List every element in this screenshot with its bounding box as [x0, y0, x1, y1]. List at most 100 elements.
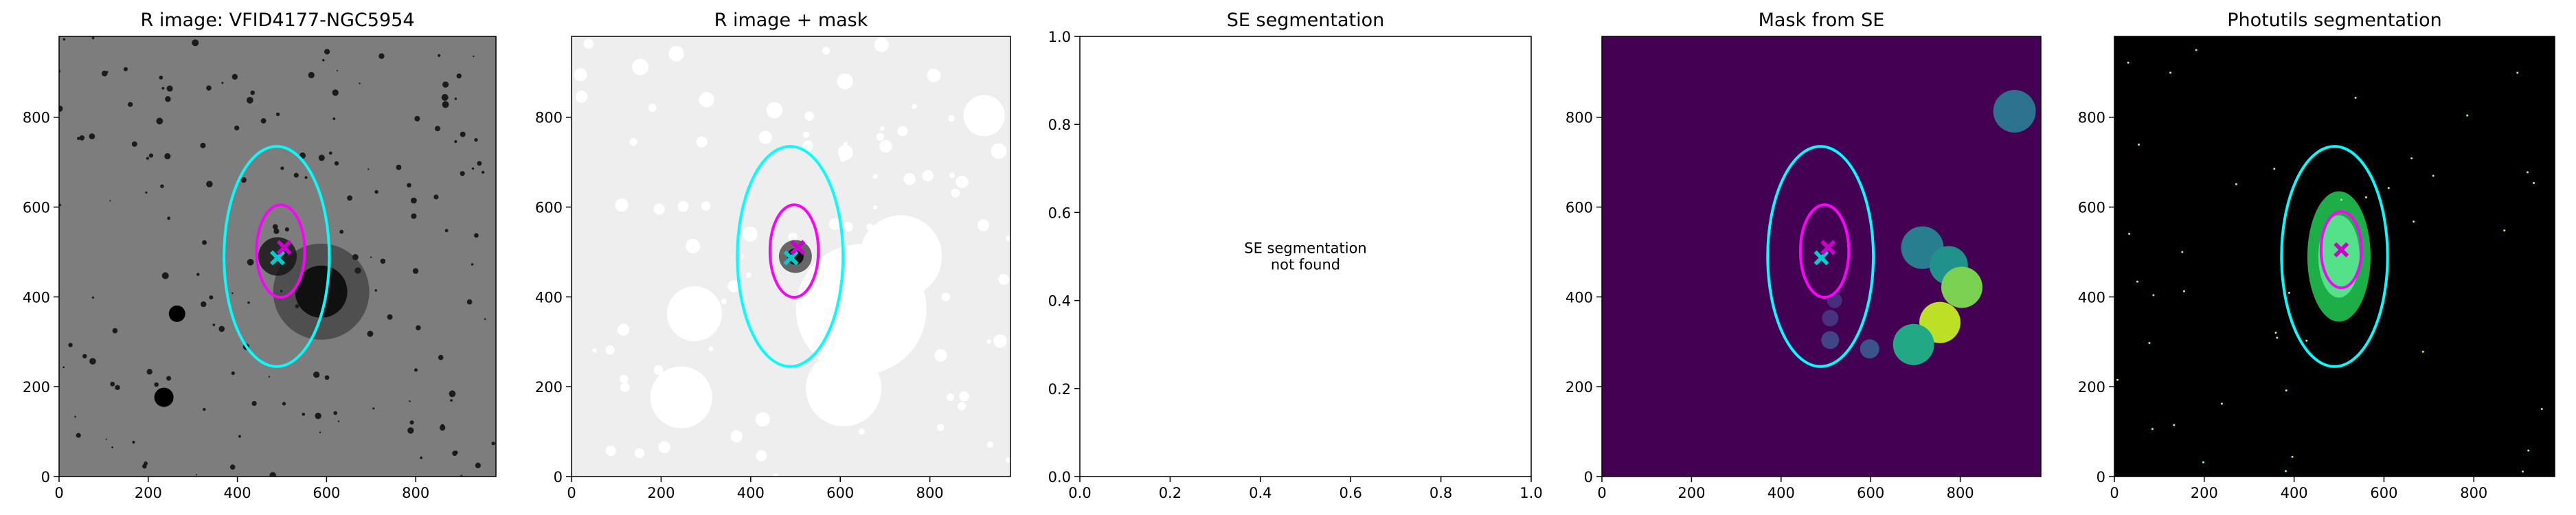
- y-tick-label: 600: [1566, 200, 1593, 216]
- image-feature: [477, 161, 482, 166]
- image-feature: [302, 412, 306, 416]
- image-feature: [897, 126, 908, 137]
- image-feature: [2526, 171, 2529, 174]
- aperture-ellipse: [736, 145, 845, 368]
- image-feature: [460, 171, 465, 176]
- y-tick-label: 0: [2097, 469, 2105, 485]
- image-feature: [650, 366, 712, 428]
- x-tick-label: 800: [916, 485, 944, 501]
- image-feature: [319, 431, 321, 433]
- image-feature: [912, 104, 917, 110]
- image-feature: [474, 138, 478, 142]
- x-tick-label: 200: [647, 485, 675, 501]
- axes-frame: [58, 36, 497, 477]
- image-feature: [82, 354, 87, 358]
- image-feature: [324, 375, 330, 380]
- image-feature: [240, 177, 247, 183]
- y-tick-label: 800: [535, 110, 563, 126]
- image-feature: [206, 85, 212, 91]
- image-feature: [843, 141, 848, 146]
- image-feature: [275, 112, 280, 117]
- panel-title: R image + mask: [714, 10, 868, 31]
- image-feature: [412, 268, 419, 274]
- image-feature: [951, 188, 960, 198]
- y-tick-label: 0.0: [1048, 469, 1071, 485]
- image-feature: [2173, 424, 2176, 426]
- image-feature: [439, 424, 446, 431]
- image-feature: [333, 411, 338, 415]
- image-feature: [450, 399, 453, 402]
- image-feature: [2273, 168, 2276, 170]
- image-feature: [414, 115, 420, 122]
- image-feature: [148, 153, 154, 158]
- image-feature: [146, 369, 152, 375]
- image-feature: [2287, 291, 2290, 294]
- image-feature: [202, 240, 207, 245]
- image-feature: [843, 222, 853, 232]
- image-feature: [1822, 310, 1839, 327]
- y-tick-label: 400: [1566, 289, 1593, 306]
- image-feature: [76, 137, 80, 140]
- image-feature: [2522, 470, 2524, 473]
- image-feature: [963, 95, 1005, 137]
- image-feature: [379, 53, 385, 59]
- x-tick-label: 0.8: [1430, 485, 1452, 501]
- plot-area: [572, 36, 1010, 477]
- axes-frame: [2114, 36, 2555, 477]
- image-feature: [328, 151, 332, 155]
- x-tick-label: 0.2: [1159, 485, 1182, 501]
- image-feature: [407, 183, 411, 188]
- center-marker: [276, 240, 292, 255]
- axes-frame: [1079, 36, 1532, 477]
- image-feature: [2291, 455, 2294, 458]
- annotation: SE segmentation: [1244, 240, 1366, 257]
- image-feature: [115, 385, 120, 391]
- image-feature: [773, 473, 779, 477]
- image-feature: [2285, 470, 2287, 472]
- image-feature: [318, 154, 325, 161]
- image-feature: [374, 190, 379, 194]
- aperture-ellipse: [1766, 145, 1875, 368]
- image-feature: [145, 191, 148, 194]
- image-feature: [109, 200, 111, 202]
- image-feature: [368, 168, 370, 170]
- image-feature: [142, 464, 147, 469]
- image-feature: [110, 381, 115, 387]
- y-tick-label: 200: [2078, 379, 2105, 396]
- image-feature: [2182, 290, 2185, 293]
- image-feature: [159, 76, 163, 80]
- image-feature: [442, 101, 449, 108]
- image-feature: [2354, 96, 2357, 99]
- image-feature: [91, 296, 95, 299]
- image-feature: [269, 472, 276, 477]
- image-feature: [986, 339, 991, 344]
- image-feature: [1993, 89, 2036, 133]
- image-feature: [986, 441, 994, 448]
- image-feature: [2276, 336, 2279, 339]
- image-feature: [802, 131, 810, 138]
- image-feature: [308, 71, 315, 79]
- y-tick-label: 0.6: [1048, 205, 1071, 221]
- aperture-ellipse: [2280, 145, 2389, 368]
- image-feature: [1005, 457, 1010, 463]
- image-feature: [482, 170, 485, 174]
- image-feature: [2466, 114, 2469, 117]
- image-feature: [313, 371, 320, 378]
- image-feature: [231, 371, 235, 376]
- y-tick-label: 400: [535, 289, 563, 306]
- panel-title: SE segmentation: [1227, 10, 1384, 31]
- image-feature: [755, 412, 770, 427]
- image-feature: [653, 203, 665, 215]
- image-feature: [2387, 187, 2390, 190]
- y-tick-label: 200: [1566, 379, 1593, 396]
- image-feature: [438, 354, 444, 360]
- image-feature: [339, 229, 344, 234]
- image-feature: [2533, 181, 2535, 184]
- image-feature: [76, 433, 81, 438]
- image-feature: [806, 350, 882, 426]
- image-feature: [583, 38, 594, 49]
- image-feature: [347, 195, 352, 201]
- axes-background: [1080, 36, 1531, 477]
- image-feature: [574, 68, 587, 82]
